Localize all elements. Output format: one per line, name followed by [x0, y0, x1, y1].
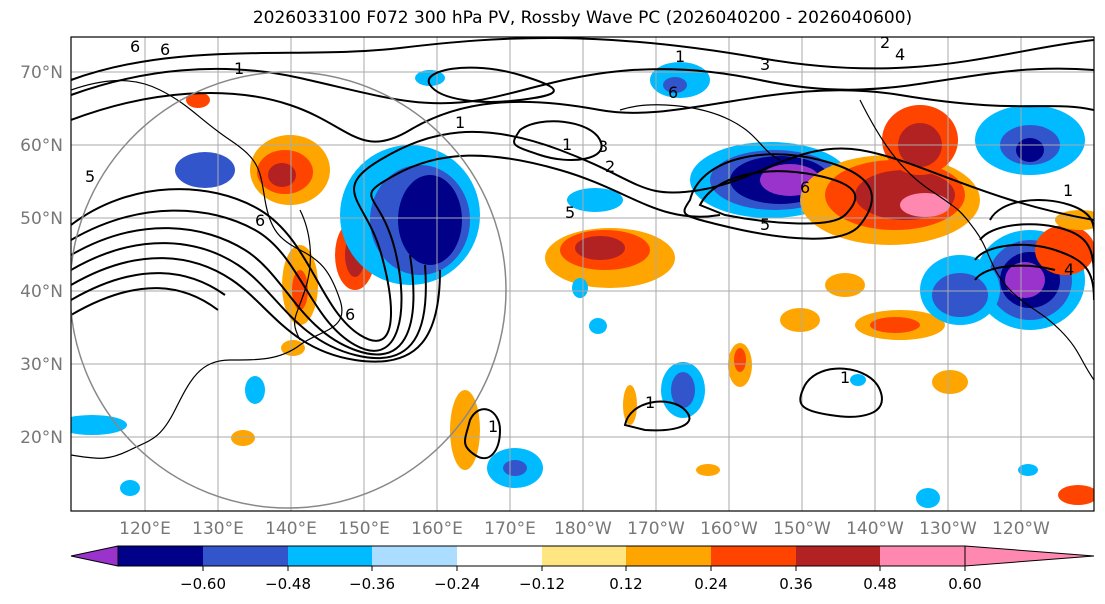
contour-label: 6 — [668, 83, 678, 102]
contour-label: 3 — [598, 137, 608, 156]
map-frame — [70, 36, 1095, 512]
lon-label: 170°E — [484, 519, 536, 539]
colorbar-extend-min — [70, 545, 119, 567]
colorbar-tick-label: −0.60 — [180, 575, 226, 593]
contour-label: 1 — [562, 135, 572, 154]
colorbar-bin — [711, 546, 796, 566]
colorbar-bin — [880, 546, 965, 566]
lon-label: 180°W — [554, 519, 612, 539]
lat-label: 50°N — [20, 209, 63, 229]
latitude-labels: 70°N 60°N 50°N 40°N 30°N 20°N — [20, 63, 63, 448]
lon-label: 160°W — [700, 519, 758, 539]
lon-label: 120°E — [119, 519, 171, 539]
colorbar-tick-label: 0.60 — [948, 575, 981, 593]
region-circle — [71, 71, 507, 509]
lat-label: 70°N — [20, 63, 63, 83]
contour-label: 1 — [234, 59, 244, 78]
contour-label: 6 — [255, 211, 265, 230]
colorbar-tick-label: 0.12 — [609, 575, 642, 593]
lat-label: 40°N — [20, 282, 63, 302]
lat-label: 20°N — [20, 428, 63, 448]
colorbar-bin — [626, 546, 711, 566]
contour-label: 6 — [800, 178, 810, 197]
map-title: 2026033100 F072 300 hPa PV, Rossby Wave … — [252, 8, 913, 28]
colorbar-tick-label: −0.48 — [265, 575, 311, 593]
contour-labels: 6 4 2 1 5 3 2 1 6 6 1 6 5 4 5 3 6 1 1 1 … — [85, 33, 1074, 436]
contour-label: 1 — [645, 393, 655, 412]
contour-label: 1 — [675, 47, 685, 66]
contour-label: 5 — [85, 167, 95, 186]
colorbar-extend-max — [964, 545, 1095, 567]
colorbar-tick-label: 0.24 — [694, 575, 727, 593]
colorbar-bin — [542, 546, 626, 566]
lon-label: 170°W — [627, 519, 685, 539]
contour-label: 1 — [455, 113, 465, 132]
lon-label: 140°E — [265, 519, 317, 539]
colorbar-bin — [288, 546, 372, 566]
colorbar-bin — [118, 546, 203, 566]
lon-label: 140°W — [846, 519, 904, 539]
pv-anomaly-shading — [71, 62, 1094, 508]
colorbar-bin — [796, 546, 880, 566]
lat-label: 60°N — [20, 136, 63, 156]
contour-label: 4 — [1064, 260, 1074, 279]
longitude-labels: 120°E 130°E 140°E 150°E 160°E 170°E 180°… — [119, 519, 1050, 539]
lon-label: 150°E — [338, 519, 390, 539]
contour-label: 6 — [160, 40, 170, 59]
lon-label: 130°E — [192, 519, 244, 539]
pv-contours — [71, 37, 1094, 460]
colorbar-bin — [203, 546, 288, 566]
contour-label: 3 — [760, 55, 770, 74]
contour-label: 2 — [605, 157, 615, 176]
lon-label: 160°E — [411, 519, 463, 539]
contour-label: 5 — [565, 203, 575, 222]
colorbar-tick-label: 0.36 — [779, 575, 812, 593]
contour-label: 5 — [760, 215, 770, 234]
lat-label: 30°N — [20, 355, 63, 375]
contour-label: 6 — [345, 305, 355, 324]
contour-label: 2 — [880, 33, 890, 52]
contour-label: 1 — [840, 368, 850, 387]
lon-label: 130°W — [919, 519, 977, 539]
contour-label: 1 — [488, 417, 498, 436]
lon-label: 120°W — [992, 519, 1050, 539]
colorbar-bin — [372, 546, 457, 566]
contour-label: 1 — [1063, 181, 1073, 200]
lon-label: 150°W — [773, 519, 831, 539]
colorbar: −0.60 −0.48 −0.36 −0.24 −0.12 0.12 0.24 … — [70, 545, 1095, 593]
colorbar-tick-label: −0.36 — [349, 575, 395, 593]
coastlines — [71, 80, 1094, 459]
colorbar-tick-label: 0.48 — [863, 575, 896, 593]
contour-label: 4 — [895, 45, 905, 64]
colorbar-tick-label: −0.12 — [519, 575, 565, 593]
contour-label: 6 — [130, 37, 140, 56]
colorbar-tick-label: −0.24 — [434, 575, 480, 593]
colorbar-bin — [457, 546, 542, 566]
